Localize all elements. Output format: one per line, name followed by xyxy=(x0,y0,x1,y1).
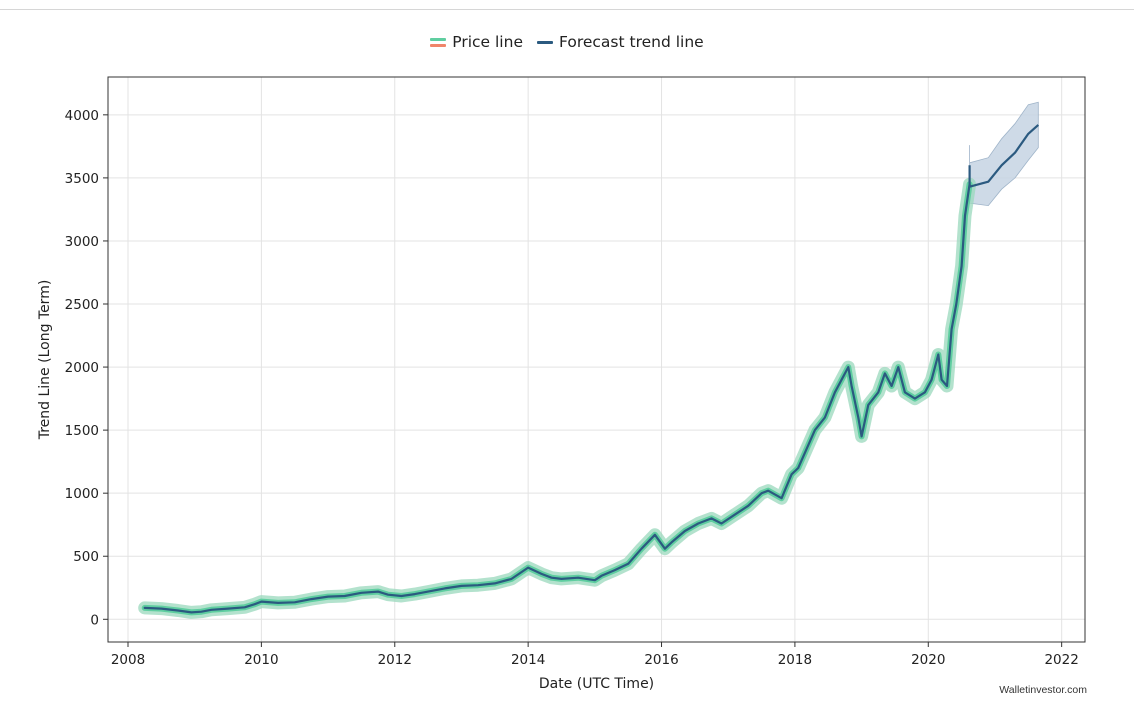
y-tick-label: 3000 xyxy=(65,234,99,250)
band-layer xyxy=(969,101,1039,207)
x-tick-label: 2018 xyxy=(778,652,812,668)
x-tick-label: 2008 xyxy=(111,652,145,668)
price-line-swatch-icon xyxy=(430,37,447,47)
legend-price-label: Price line xyxy=(452,33,523,51)
series-layer xyxy=(138,124,1040,619)
x-tick-label: 2014 xyxy=(511,652,545,668)
forecast-line-swatch-icon xyxy=(536,40,553,44)
y-tick-label: 3500 xyxy=(65,171,99,187)
tick-layer: 2008 2010 2012 2014 2016 2018 2020 2022 0 500 1000… xyxy=(65,108,1079,668)
y-tick-label: 0 xyxy=(90,612,99,628)
legend-item-forecast[interactable]: Forecast trend line xyxy=(536,33,704,51)
price-trend-overlay-line xyxy=(143,183,971,614)
y-tick-label: 4000 xyxy=(65,108,99,124)
y-axis-label: Trend Line (Long Term) xyxy=(37,280,53,441)
legend-forecast-label: Forecast trend line xyxy=(558,33,704,51)
y-tick-label: 2000 xyxy=(65,360,99,376)
plot-frame xyxy=(107,76,1086,643)
y-tick-label: 2500 xyxy=(65,297,99,313)
y-tick-label: 1500 xyxy=(65,423,99,439)
x-tick-label: 2010 xyxy=(244,652,278,668)
forecast-trend-line xyxy=(968,124,1040,188)
top-divider xyxy=(0,9,1134,10)
plot-area xyxy=(108,77,1085,642)
y-tick-label: 1000 xyxy=(65,486,99,502)
x-axis-label: Date (UTC Time) xyxy=(539,676,654,692)
x-tick-label: 2022 xyxy=(1044,652,1078,668)
x-tick-label: 2016 xyxy=(644,652,678,668)
forecast-confidence-band xyxy=(969,101,1039,207)
x-tick-label: 2012 xyxy=(378,652,412,668)
y-tick-label: 500 xyxy=(73,549,99,565)
legend-item-price[interactable]: Price line xyxy=(430,33,523,51)
x-tick-label: 2020 xyxy=(911,652,945,668)
chart-legend: Price line Forecast trend line xyxy=(0,33,1134,51)
watermark-text: Walletinvestor.com xyxy=(999,684,1087,696)
